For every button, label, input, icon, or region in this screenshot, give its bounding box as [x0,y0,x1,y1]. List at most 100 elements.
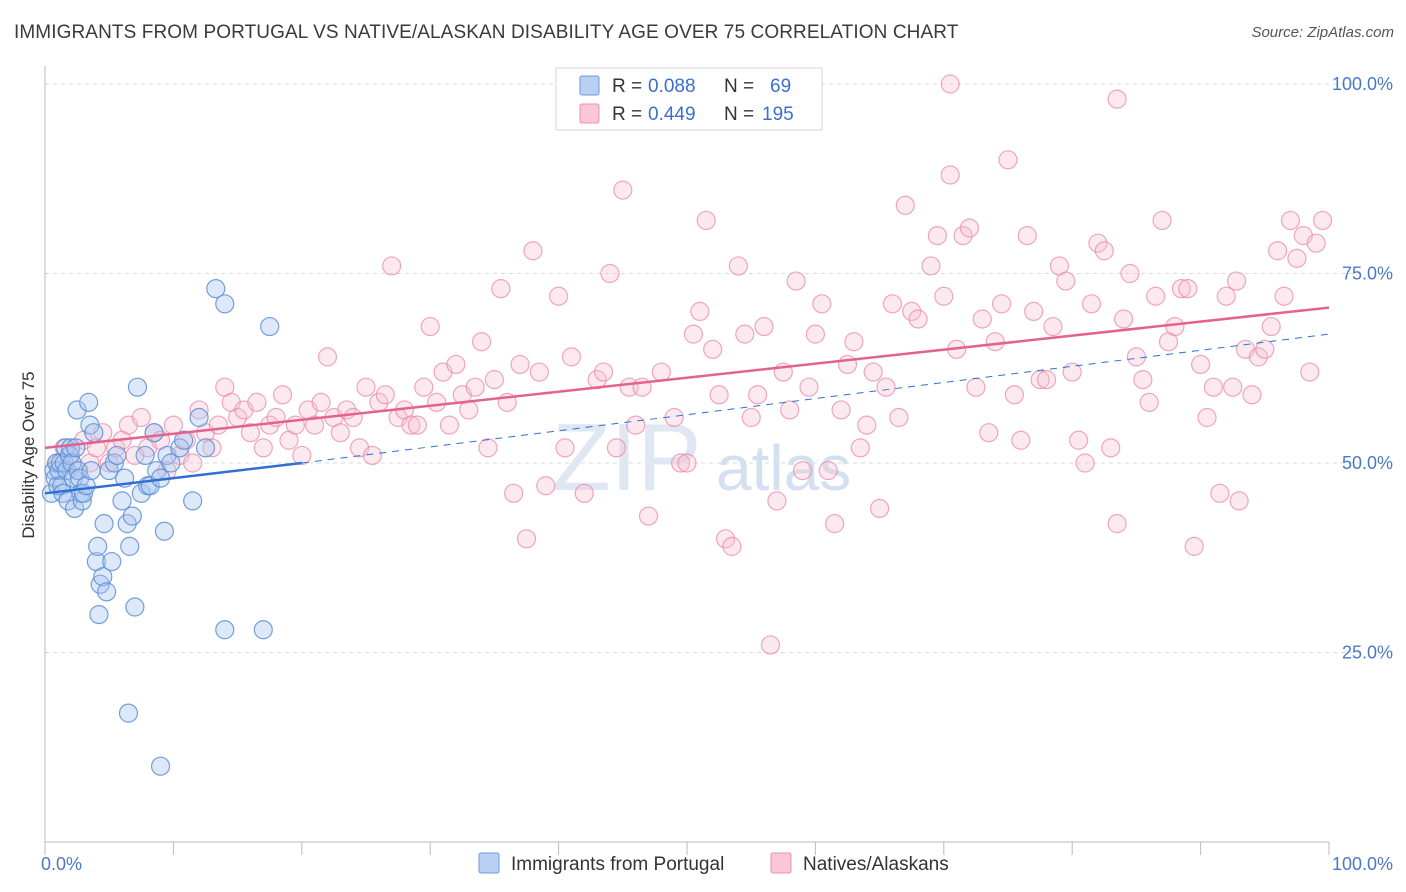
point-natives-alaskans [940,165,960,185]
point-natives-alaskans [1268,241,1288,261]
point-immigrants-portugal [253,620,273,640]
legend-blue-swatch [579,75,600,96]
point-natives-alaskans [754,316,774,337]
point-natives-alaskans [401,415,421,435]
point-natives-alaskans [305,415,325,435]
x-tick-labels: 0.0% 100.0% [41,854,1393,874]
point-natives-alaskans [940,74,960,94]
legend-top: R = 0.088 N = 69 R = 0.449 N = 195 [555,67,823,131]
point-natives-alaskans [1113,309,1134,329]
point-immigrants-portugal [107,445,127,466]
legend-r-label-2: R = [612,104,642,125]
point-natives-alaskans [1152,210,1172,231]
point-natives-alaskans [202,438,222,458]
point-natives-alaskans [1043,316,1063,337]
y-tick-label: 50.0% [1342,453,1393,473]
point-natives-alaskans [446,354,466,375]
point-natives-alaskans [959,218,980,238]
series-immigrants-from-portugal [41,279,280,776]
point-natives-alaskans [208,415,228,435]
point-natives-alaskans [240,423,261,443]
point-immigrants-portugal [94,514,114,534]
bottom-legend-blue-swatch [478,852,500,874]
point-immigrants-portugal [66,438,86,458]
y-tick-label: 100.0% [1332,74,1393,94]
point-immigrants-portugal [70,468,90,488]
point-immigrants-portugal [88,536,108,556]
point-immigrants-portugal [260,316,280,337]
point-natives-alaskans [491,279,511,299]
point-natives-alaskans [407,415,427,435]
point-immigrants-portugal [154,521,175,541]
point-immigrants-portugal [102,551,122,572]
point-natives-alaskans [459,400,479,420]
watermark-atlas: atlas [716,432,851,504]
bottom-legend-label-2: Natives/Alaskans [803,854,949,875]
point-natives-alaskans [985,332,1005,352]
source-credit: Source: ZipAtlas.com [1251,24,1394,41]
point-natives-alaskans [1011,430,1031,450]
point-natives-alaskans [1261,316,1281,337]
legend-n-value-1: 69 [770,76,791,97]
point-natives-alaskans [1226,271,1247,291]
legend-n-label-1: N = [724,76,754,97]
legend-r-value-2: 0.449 [648,104,696,125]
point-natives-alaskans [741,407,761,428]
point-natives-alaskans [869,498,890,519]
point-immigrants-portugal [93,567,113,587]
point-immigrants-portugal [161,453,181,473]
point-natives-alaskans [921,256,941,276]
point-natives-alaskans [626,415,646,435]
point-immigrants-portugal [215,294,235,314]
point-immigrants-portugal [84,423,104,443]
point-natives-alaskans [439,415,460,435]
point-natives-alaskans [1017,226,1037,246]
point-natives-alaskans [703,339,723,359]
point-natives-alaskans [651,362,671,382]
point-natives-alaskans [1024,301,1044,321]
point-natives-alaskans [748,385,768,405]
point-natives-alaskans [427,392,447,412]
point-natives-alaskans [484,370,504,390]
point-natives-alaskans [953,226,973,246]
point-natives-alaskans [1255,339,1275,359]
point-immigrants-portugal [112,491,132,511]
point-immigrants-portugal [150,756,171,776]
point-immigrants-portugal [195,438,216,458]
y-tick-labels: 25.0% 50.0% 75.0% 100.0% [1332,74,1393,663]
point-immigrants-portugal [135,445,155,466]
point-natives-alaskans [574,483,594,503]
point-natives-alaskans [902,301,922,321]
point-natives-alaskans [106,438,126,458]
point-immigrants-portugal [67,400,87,420]
trend-line-portugal-extension [301,333,1330,464]
point-natives-alaskans [593,362,614,382]
point-natives-alaskans [1171,279,1191,299]
point-natives-alaskans [638,506,659,526]
point-immigrants-portugal [189,407,209,428]
point-natives-alaskans [362,445,383,466]
point-natives-alaskans [670,453,691,473]
point-natives-alaskans [825,514,845,534]
point-natives-alaskans [882,294,903,314]
point-natives-alaskans [253,438,273,458]
gridlines [45,83,1364,653]
point-natives-alaskans [382,256,402,276]
point-natives-alaskans [1107,89,1127,109]
point-natives-alaskans [1300,362,1320,382]
point-natives-alaskans [504,483,524,503]
point-natives-alaskans [844,332,864,352]
trend-lines [44,306,1330,495]
point-natives-alaskans [1139,392,1159,412]
point-natives-alaskans [183,453,203,473]
point-natives-alaskans [1094,241,1114,261]
point-immigrants-portugal [215,620,235,640]
point-natives-alaskans [292,445,312,466]
point-natives-alaskans [857,415,877,435]
point-immigrants-portugal [89,604,109,625]
point-natives-alaskans [683,324,704,344]
y-tick-label: 25.0% [1342,643,1393,663]
point-natives-alaskans [722,536,742,556]
legend-pink-swatch [579,103,600,124]
